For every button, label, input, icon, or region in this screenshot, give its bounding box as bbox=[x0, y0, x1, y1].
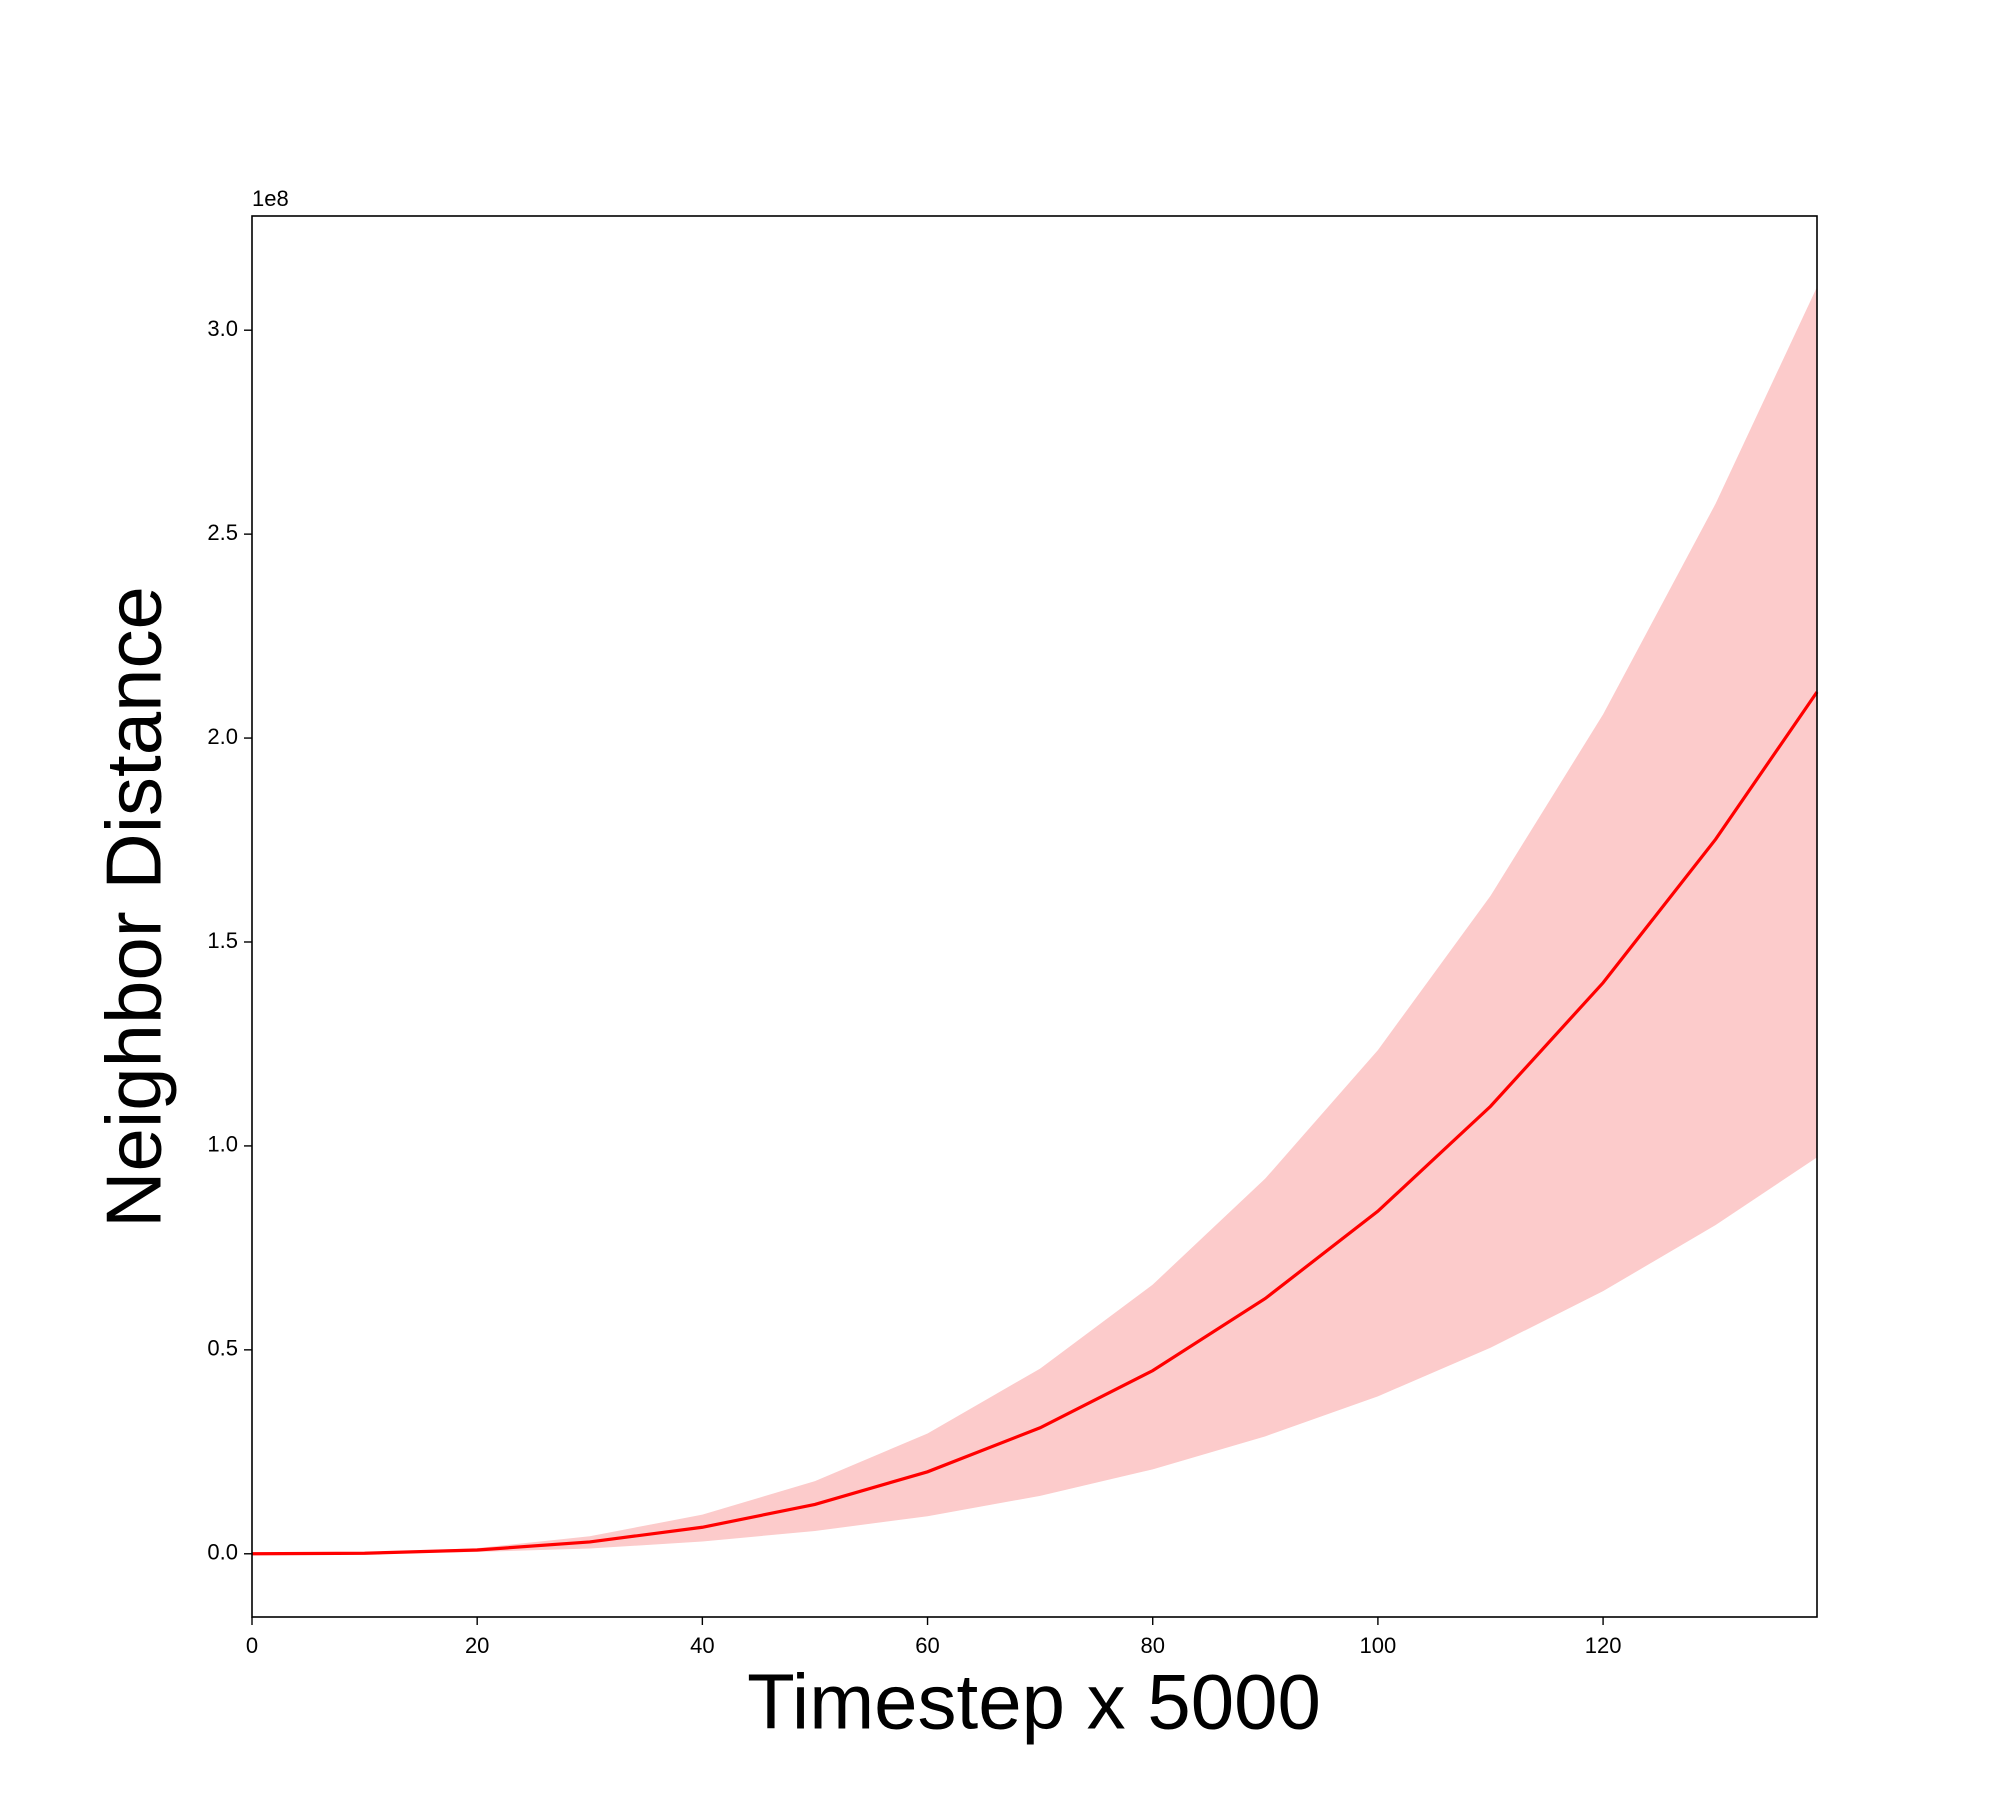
y-tick-label: 0.5 bbox=[207, 1336, 238, 1361]
x-tick-label: 80 bbox=[1140, 1633, 1164, 1658]
y-tick-label: 2.0 bbox=[207, 724, 238, 749]
x-tick-label: 120 bbox=[1585, 1633, 1622, 1658]
x-tick-label: 40 bbox=[690, 1633, 714, 1658]
x-tick-label: 0 bbox=[246, 1633, 258, 1658]
y-tick-label: 0.0 bbox=[207, 1540, 238, 1565]
y-offset-label: 1e8 bbox=[252, 186, 289, 211]
y-axis-label: Neighbor Distance bbox=[90, 586, 178, 1228]
y-tick-label: 1.0 bbox=[207, 1132, 238, 1157]
x-tick-label: 100 bbox=[1360, 1633, 1397, 1658]
plot-frame bbox=[251, 215, 1818, 1618]
x-tick-label: 60 bbox=[915, 1633, 939, 1658]
x-axis-label: Timestep x 5000 bbox=[747, 1658, 1321, 1746]
y-tick-label: 3.0 bbox=[207, 316, 238, 341]
line bbox=[251, 691, 1819, 1556]
y-tick-label: 1.5 bbox=[207, 928, 238, 953]
x-tick-label: 20 bbox=[465, 1633, 489, 1658]
band bbox=[252, 286, 1817, 1554]
y-tick-label: 2.5 bbox=[207, 520, 238, 545]
